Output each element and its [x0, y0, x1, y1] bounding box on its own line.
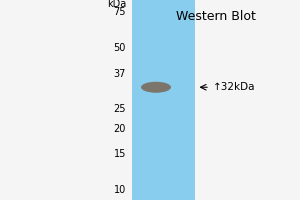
Text: 25: 25 — [113, 104, 126, 114]
Text: 15: 15 — [114, 149, 126, 159]
Text: Western Blot: Western Blot — [176, 10, 256, 23]
Text: 10: 10 — [114, 185, 126, 195]
Text: 75: 75 — [113, 7, 126, 17]
Text: 50: 50 — [114, 43, 126, 53]
Text: kDa: kDa — [107, 0, 126, 9]
Text: 37: 37 — [114, 69, 126, 79]
Bar — [132, 0, 195, 200]
Text: 20: 20 — [114, 124, 126, 134]
Text: ↑32kDa: ↑32kDa — [213, 82, 256, 92]
Ellipse shape — [141, 82, 171, 93]
